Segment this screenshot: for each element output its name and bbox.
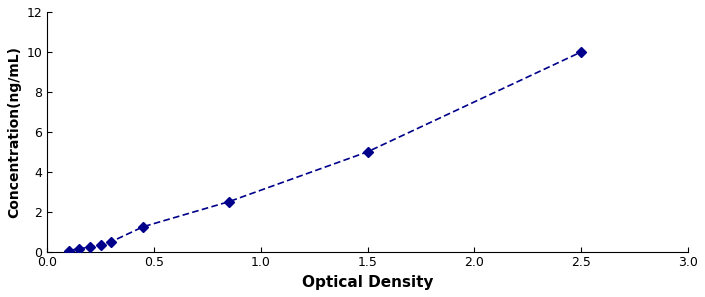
Y-axis label: Concentration(ng/mL): Concentration(ng/mL) xyxy=(7,46,21,218)
X-axis label: Optical Density: Optical Density xyxy=(302,275,434,290)
